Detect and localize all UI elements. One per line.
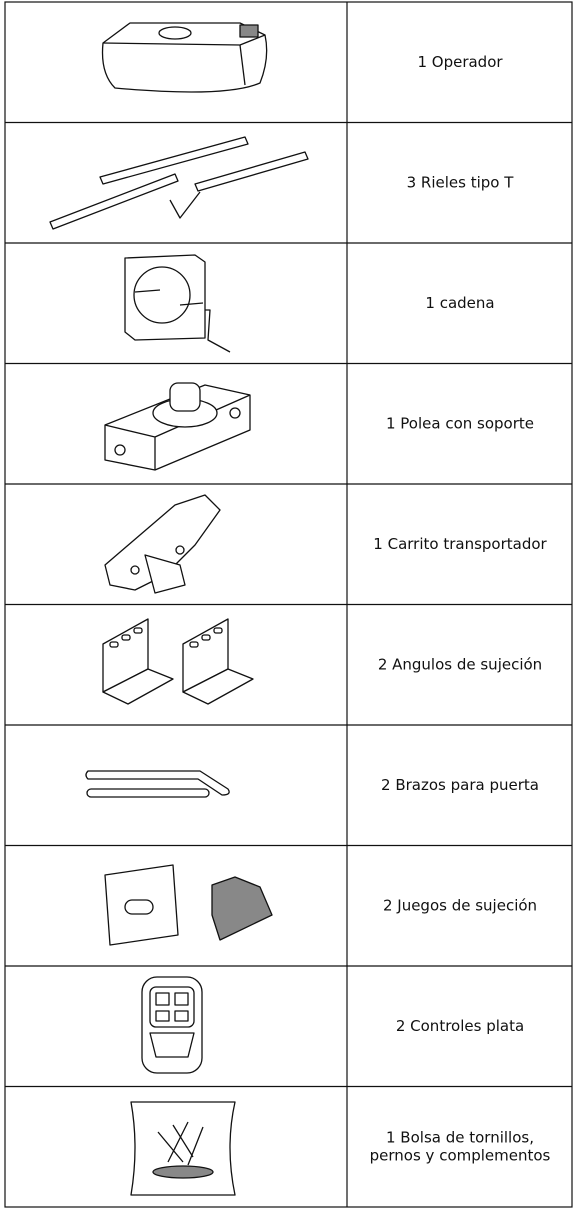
illustrations xyxy=(49,22,309,1196)
part-label: 2 Brazos para puerta xyxy=(381,776,539,794)
part-label: 3 Rieles tipo T xyxy=(407,173,515,191)
chain-icon xyxy=(124,254,231,353)
bag-icon xyxy=(130,1101,236,1196)
rails-icon xyxy=(49,136,309,230)
part-label: 2 Controles plata xyxy=(396,1017,524,1035)
part-label: pernos y complementos xyxy=(370,1146,551,1164)
part-label: 1 Operador xyxy=(417,53,503,71)
row-lines xyxy=(5,121,572,1088)
part-label: 2 Angulos de sujeción xyxy=(378,655,542,673)
part-label: 2 Juegos de sujeción xyxy=(383,896,537,914)
part-label: 1 cadena xyxy=(425,294,494,312)
arms-icon xyxy=(85,770,230,798)
part-label: 1 Carrito transportador xyxy=(373,535,547,553)
trolley-icon xyxy=(104,494,221,594)
remote-icon xyxy=(141,976,203,1074)
part-label: 1 Bolsa de tornillos, xyxy=(386,1128,534,1146)
operator-icon xyxy=(101,22,268,93)
part-label: 1 Polea con soporte xyxy=(386,414,534,432)
brackets-icon xyxy=(104,864,273,946)
pulley-icon xyxy=(104,382,251,471)
angles-icon xyxy=(102,618,254,705)
